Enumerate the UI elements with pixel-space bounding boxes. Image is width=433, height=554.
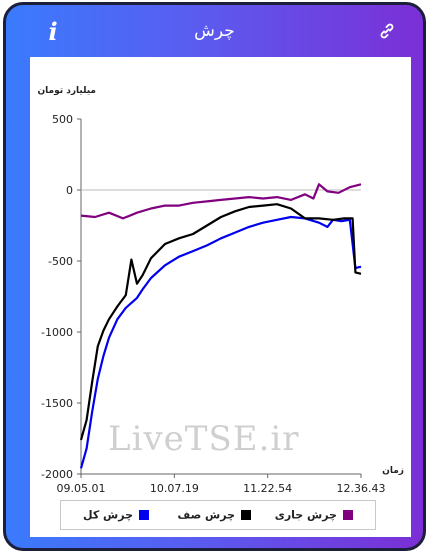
- y-tick-label: -1500: [41, 397, 73, 410]
- header-bar: i چرش: [6, 5, 423, 57]
- y-tick-label: 0: [66, 184, 73, 197]
- series-line-current: [80, 183, 362, 220]
- legend-swatch-total: [139, 510, 149, 520]
- y-tick-label: 500: [52, 113, 73, 126]
- y-tick-label: -2000: [41, 468, 73, 481]
- legend-label-queue: چرش صف: [177, 508, 235, 522]
- legend-item-queue: چرش صف: [177, 508, 251, 522]
- x-axis-label: زمان: [382, 466, 404, 476]
- page-title: چرش: [194, 21, 235, 41]
- y-tick-label: -1000: [41, 326, 73, 339]
- line-chart: میلیارد تومان زمان 500 0 -500 -1000 -1500 -20…: [37, 86, 404, 495]
- chart-legend: چرش جاری چرش صف چرش کل: [60, 500, 376, 530]
- x-tick-label: 10.07.19: [150, 482, 199, 495]
- x-tick-label: 11.22.54: [243, 482, 292, 495]
- y-axis-label: میلیارد تومان: [37, 86, 96, 96]
- chart-series: [79, 183, 362, 469]
- legend-item-total: چرش کل: [83, 508, 149, 522]
- legend-item-current: چرش جاری: [275, 508, 353, 522]
- series-line-queue: [79, 203, 362, 441]
- legend-swatch-current: [343, 510, 353, 520]
- legend-label-current: چرش جاری: [274, 508, 337, 522]
- app-window: i چرش میلیارد تومان زمان 500 0 -500 -1000 -1…: [3, 2, 426, 551]
- y-tick-label: -500: [48, 255, 73, 268]
- series-line-total: [79, 215, 362, 469]
- legend-swatch-queue: [241, 510, 251, 520]
- watermark-text: LiveTSE.ir: [108, 419, 300, 459]
- info-icon[interactable]: i: [48, 17, 58, 46]
- link-icon[interactable]: [377, 21, 397, 41]
- x-tick-label: 09.05.01: [57, 482, 106, 495]
- legend-label-total: چرش کل: [83, 508, 133, 522]
- chart-panel: میلیارد تومان زمان 500 0 -500 -1000 -1500 -20…: [30, 57, 411, 537]
- x-tick-label: 12.36.43: [337, 482, 386, 495]
